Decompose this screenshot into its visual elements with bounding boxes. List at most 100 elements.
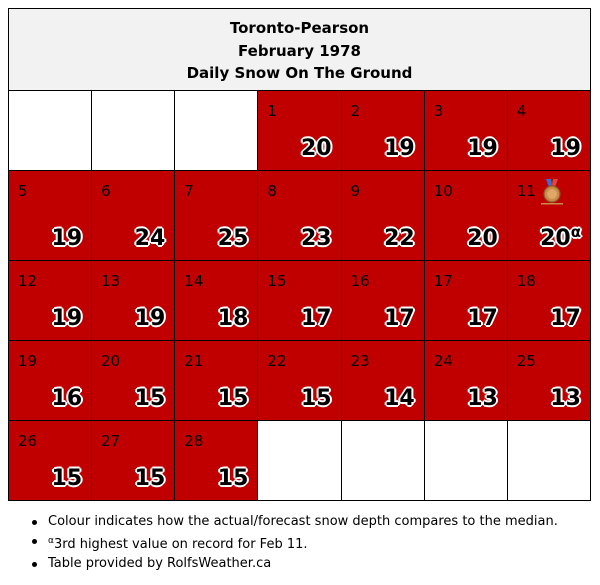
snow-depth-value: 13 [467,386,498,411]
empty-cell [91,90,176,171]
snow-depth-value: 19 [134,306,166,331]
day-cell: 6 24 [91,170,176,261]
day-cell: 17 17 [423,260,508,341]
day-cell: 15 17 [257,260,342,341]
day-number: 23 [350,352,370,370]
snow-depth-value: 20 [300,136,332,161]
snow-depth-value: 17 [467,306,498,331]
day-number: 14 [184,272,204,290]
day-number: 26 [18,432,38,450]
day-number: 10 [433,182,453,200]
day-cell: 13 19 [91,260,176,341]
day-cell: 16 17 [340,260,425,341]
day-cell: 23 14 [340,340,425,421]
snow-depth-value: 13 [550,386,581,411]
day-cell: 20 15 [91,340,176,421]
day-number: 22 [267,352,287,370]
day-cell: 9 22 [340,170,425,261]
snow-depth-value: 19 [384,136,415,161]
record-marker: α [570,223,581,241]
footnotes: Colour indicates how the actual/forecast… [30,513,558,574]
snow-depth-value: 19 [51,306,83,331]
day-number: 5 [18,182,28,200]
snow-calendar: Toronto-Pearson February 1978 Daily Snow… [7,8,592,501]
day-cell: 27 15 [91,420,176,501]
day-number: 9 [350,182,361,200]
day-cell: 19 16 [7,340,93,421]
snow-depth-value: 20 [467,226,498,251]
snow-depth-value: 17 [300,306,332,331]
day-number: 13 [101,272,121,290]
day-cell: 12 19 [7,260,93,341]
day-cell: 11 20α [506,170,592,261]
snow-depth-value: 17 [384,306,415,331]
snow-depth-number: 20 [540,226,571,251]
bronze-medal-icon [540,179,563,205]
snow-depth-value: 19 [550,136,581,161]
empty-cell [423,420,508,501]
day-number: 6 [101,182,111,200]
day-number: 4 [516,102,527,120]
snow-depth-value: 22 [384,226,415,251]
day-number: 25 [516,352,536,370]
empty-cell [257,420,342,501]
day-number: 21 [184,352,204,370]
day-number: 8 [267,182,277,200]
empty-cell [7,90,93,171]
snow-depth-value: 19 [467,136,498,161]
day-cell: 10 20 [423,170,508,261]
day-cell: 3 19 [423,90,508,171]
day-cell: 14 18 [174,260,259,341]
snow-depth-value: 15 [217,466,249,491]
snow-depth-value: 17 [550,306,581,331]
footnote-text: Table provided by RolfsWeather.ca [48,556,272,571]
day-number: 15 [267,272,287,290]
empty-cell [174,90,259,171]
footnote-text: 3rd highest value on record for Feb 11. [53,537,308,552]
snow-depth-value: 15 [134,386,166,411]
day-number: 7 [184,182,194,200]
snow-depth-value: 23 [300,226,332,251]
footnote-record: α3rd highest value on record for Feb 11. [30,532,558,554]
day-number: 17 [433,272,453,290]
record-marker: α [48,536,54,546]
metric-title: Daily Snow On The Ground [186,64,413,82]
snow-depth-value: 16 [51,386,83,411]
day-cell: 4 19 [506,90,592,171]
day-number: 27 [101,432,121,450]
day-cell: 25 13 [506,340,592,421]
snow-depth-value: 18 [217,306,249,331]
day-number: 1 [267,102,277,120]
day-number: 18 [516,272,536,290]
snow-depth-value: 14 [384,386,415,411]
day-cell: 7 25 [174,170,259,261]
snow-depth-value: 25 [217,226,249,251]
day-number: 11 [516,182,536,200]
day-number: 2 [350,102,361,120]
day-cell: 1 20 [257,90,342,171]
day-cell: 24 13 [423,340,508,421]
day-cell: 28 15 [174,420,259,501]
day-cell: 18 17 [506,260,592,341]
station-title: Toronto-Pearson [229,19,370,37]
day-number: 16 [350,272,370,290]
day-number: 12 [18,272,38,290]
snow-depth-value: 20α [540,223,581,251]
day-number: 20 [101,352,121,370]
calendar-header: Toronto-Pearson February 1978 Daily Snow… [8,8,591,91]
day-cell: 2 19 [340,90,425,171]
day-number: 19 [18,352,38,370]
snow-depth-value: 15 [51,466,83,491]
snow-depth-value: 24 [134,226,166,251]
day-cell: 26 15 [7,420,93,501]
snow-depth-value: 19 [51,226,83,251]
snow-depth-value: 15 [217,386,249,411]
empty-cell [506,420,592,501]
snow-depth-value: 15 [300,386,332,411]
day-cell: 5 19 [7,170,93,261]
day-number: 3 [433,102,444,120]
day-cell: 22 15 [257,340,342,421]
day-cell: 21 15 [174,340,259,421]
footnote-text: Colour indicates how the actual/forecast… [48,514,558,529]
day-number: 28 [184,432,204,450]
